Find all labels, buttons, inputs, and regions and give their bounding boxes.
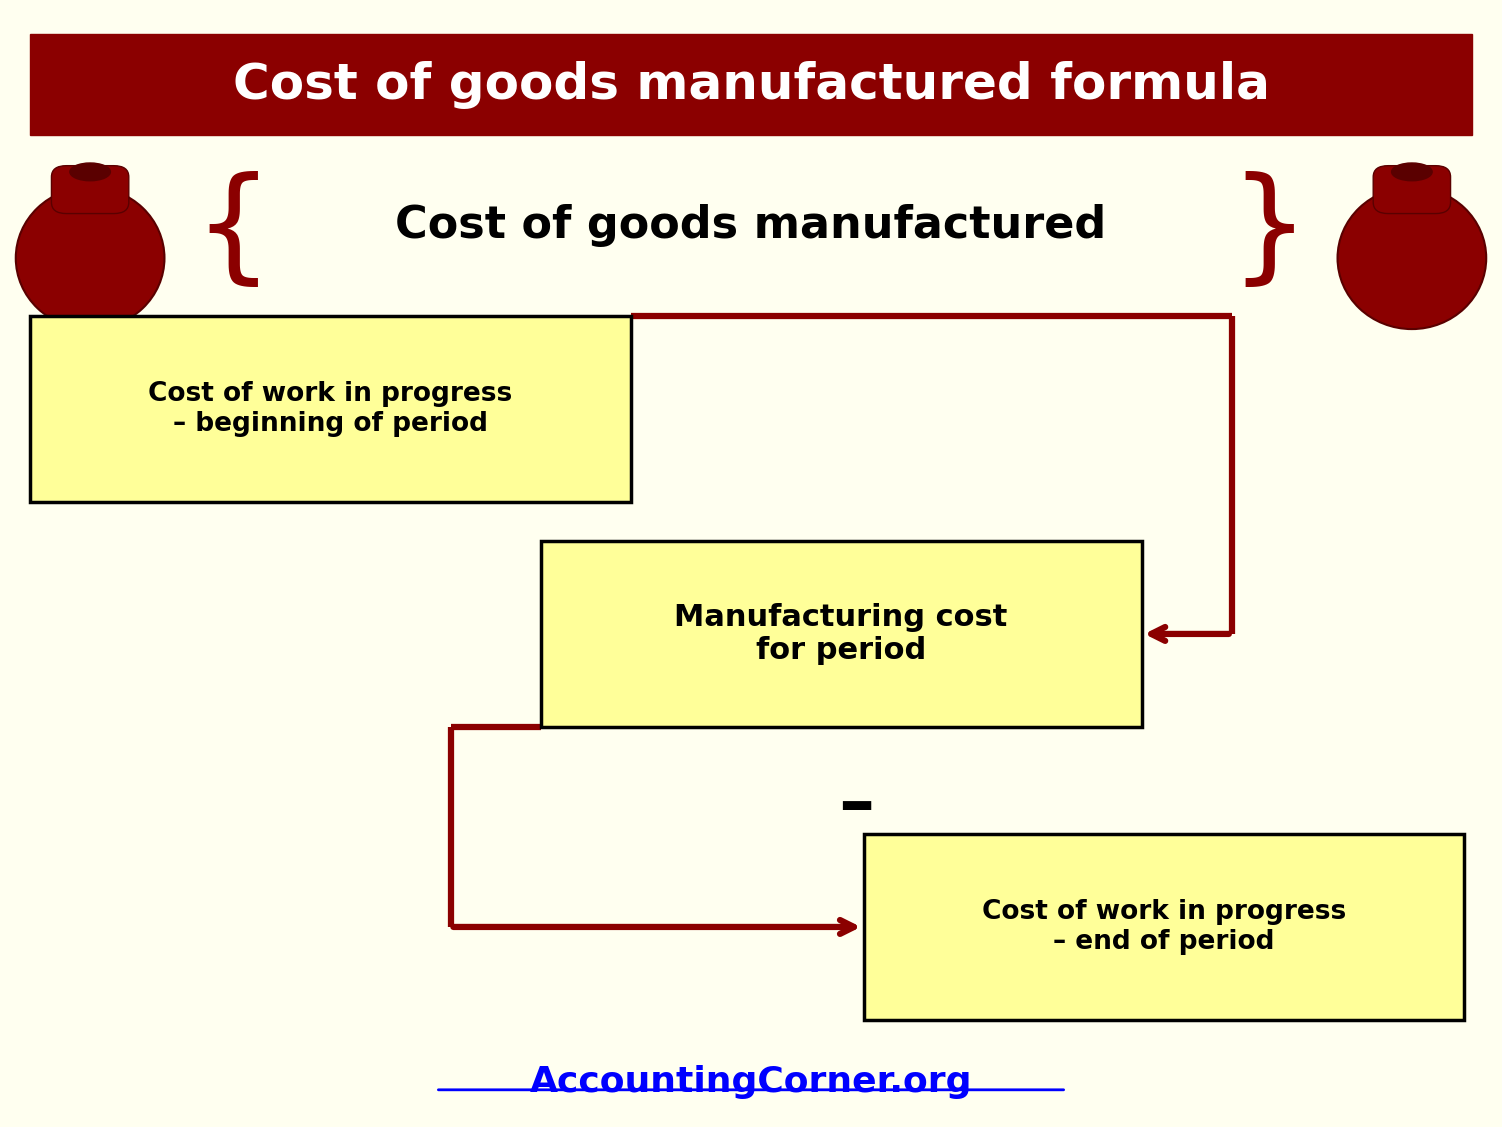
FancyBboxPatch shape [864,834,1464,1020]
Ellipse shape [1338,187,1485,329]
Text: AccountingCorner.org: AccountingCorner.org [530,1065,972,1099]
Ellipse shape [15,187,165,329]
Ellipse shape [1391,163,1433,180]
FancyBboxPatch shape [30,316,631,502]
Text: +: + [721,534,781,604]
Text: Cost of work in progress
– beginning of period: Cost of work in progress – beginning of … [149,381,512,436]
FancyBboxPatch shape [1373,166,1451,214]
Text: Manufacturing cost
for period: Manufacturing cost for period [674,603,1008,665]
Ellipse shape [69,163,111,180]
Text: {: { [192,170,273,292]
Text: –: – [838,771,874,841]
Text: }: } [1230,170,1308,292]
Text: Cost of goods manufactured: Cost of goods manufactured [395,204,1107,247]
FancyBboxPatch shape [541,541,1142,727]
FancyBboxPatch shape [30,34,1472,135]
FancyBboxPatch shape [51,166,129,214]
Text: Cost of goods manufactured formula: Cost of goods manufactured formula [233,61,1269,108]
Text: Cost of work in progress
– end of period: Cost of work in progress – end of period [982,899,1346,955]
